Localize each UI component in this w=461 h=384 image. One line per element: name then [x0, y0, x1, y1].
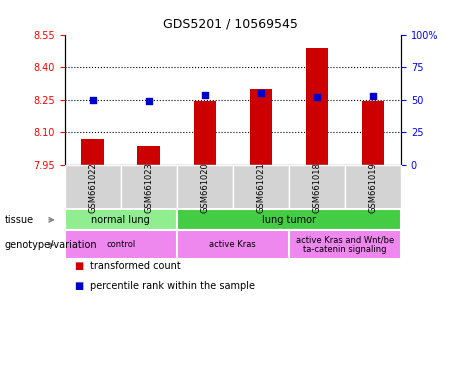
Point [313, 94, 321, 100]
Text: GSM661019: GSM661019 [368, 162, 378, 213]
Point [201, 91, 208, 98]
Text: GSM661022: GSM661022 [88, 162, 97, 213]
Text: GDS5201 / 10569545: GDS5201 / 10569545 [163, 17, 298, 30]
Text: normal lung: normal lung [91, 215, 150, 225]
Bar [362, 101, 384, 165]
Text: control: control [106, 240, 135, 249]
Text: GSM661021: GSM661021 [256, 162, 266, 213]
Text: genotype/variation: genotype/variation [5, 240, 97, 250]
Point [89, 97, 96, 103]
Text: tissue: tissue [5, 215, 34, 225]
Text: GSM661020: GSM661020 [200, 162, 209, 213]
Text: percentile rank within the sample: percentile rank within the sample [90, 281, 255, 291]
Text: ■: ■ [74, 261, 83, 271]
Point [257, 90, 265, 96]
Point [145, 98, 152, 104]
Text: active Kras and Wnt/be
ta-catenin signaling: active Kras and Wnt/be ta-catenin signal… [296, 235, 394, 255]
Text: transformed count: transformed count [90, 261, 181, 271]
Bar [82, 139, 104, 165]
Text: GSM661018: GSM661018 [313, 162, 321, 213]
Text: active Kras: active Kras [209, 240, 256, 249]
Text: GSM661023: GSM661023 [144, 162, 153, 213]
Bar [137, 146, 160, 165]
Bar [306, 48, 328, 165]
Bar [194, 101, 216, 165]
Bar [250, 89, 272, 165]
Point [369, 93, 377, 99]
Text: lung tumor: lung tumor [262, 215, 316, 225]
Text: ■: ■ [74, 281, 83, 291]
